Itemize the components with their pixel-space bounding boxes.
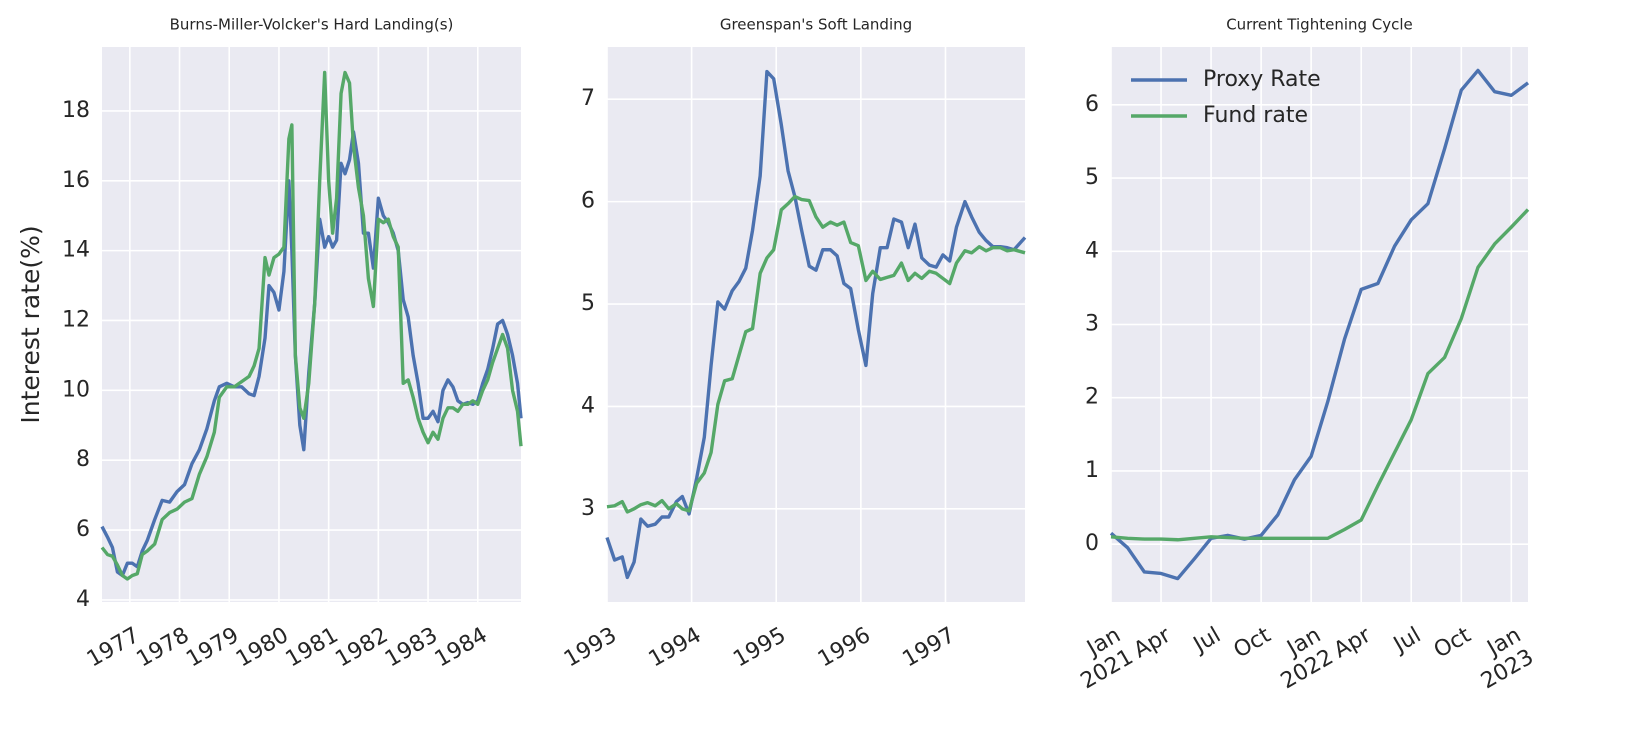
x-tick-label: Jul: [1388, 623, 1425, 659]
data-line: [100, 70, 523, 581]
x-tick-label: 1977: [83, 623, 144, 673]
data-line: [1110, 208, 1530, 542]
x-tick-label: 1982: [331, 623, 392, 673]
chart-title: Current Tightening Cycle: [1226, 16, 1413, 34]
y-tick-label: 6: [581, 189, 595, 214]
y-tick-label: 3: [581, 496, 595, 521]
y-tick-label: 6: [1085, 92, 1099, 117]
data-line: [100, 130, 523, 578]
x-tick-label: Apr: [1330, 622, 1376, 663]
y-tick-label: 1: [1085, 458, 1099, 483]
x-tick-label: 1995: [729, 623, 790, 673]
x-tick-label: 1996: [814, 623, 875, 673]
y-tick-label: 14: [62, 238, 90, 263]
x-tick-label: Jan2021: [1064, 623, 1138, 695]
chart-title: Burns-Miller-Volcker's Hard Landing(s): [170, 16, 454, 34]
x-tick-label: Apr: [1130, 622, 1176, 663]
x-tick-label: 1979: [182, 623, 243, 673]
y-tick-label: 8: [76, 447, 90, 472]
data-line: [1109, 68, 1530, 581]
x-tick-label: 1978: [133, 623, 194, 673]
y-tick-label: 0: [1085, 531, 1099, 556]
x-tick-label: 1981: [282, 623, 343, 673]
x-tick-label: Jan2023: [1464, 623, 1538, 695]
y-tick-label: 16: [62, 168, 90, 193]
y-tick-label: 5: [1085, 165, 1099, 190]
y-tick-label: 12: [62, 307, 90, 332]
y-tick-label: 10: [62, 377, 90, 402]
chart-title: Greenspan's Soft Landing: [720, 16, 912, 34]
x-tick-label: Oct: [1430, 623, 1476, 664]
data-line: [606, 194, 1026, 514]
x-tick-label: 1993: [560, 623, 621, 673]
legend-label: Fund rate: [1203, 103, 1308, 128]
plot-area: [607, 47, 1025, 602]
y-tick-label: 4: [581, 393, 595, 418]
y-axis-label: Interest rate(%): [16, 225, 45, 423]
y-tick-label: 5: [581, 291, 595, 316]
y-tick-label: 4: [1085, 238, 1099, 263]
y-tick-label: 4: [76, 587, 90, 612]
x-tick-label: 1980: [232, 623, 293, 673]
x-tick-label: 1997: [898, 623, 959, 673]
legend-label: Proxy Rate: [1203, 67, 1321, 92]
y-tick-label: 6: [76, 517, 90, 542]
y-tick-label: 7: [581, 86, 595, 111]
y-tick-label: 3: [1085, 312, 1099, 337]
x-tick-label: 1983: [381, 623, 442, 673]
x-tick-label: Jan2022: [1264, 623, 1338, 695]
x-tick-label: 1984: [431, 623, 492, 673]
x-tick-label: Jul: [1188, 623, 1225, 659]
x-tick-label: Oct: [1230, 623, 1276, 664]
y-tick-label: 18: [62, 98, 90, 123]
x-tick-label: 1994: [645, 623, 706, 673]
y-tick-label: 2: [1085, 385, 1099, 410]
